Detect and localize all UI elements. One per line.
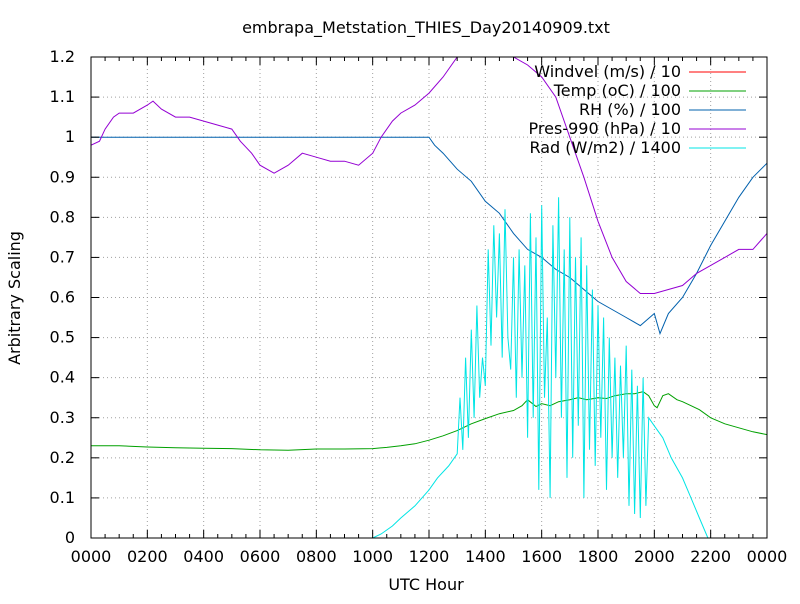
x-tick-label: 0400 [183,547,224,566]
y-tick-label: 0.8 [50,207,75,226]
legend-label: Windvel (m/s) / 10 [534,62,681,81]
legend-label: RH (%) / 100 [579,100,681,119]
series-group [91,57,767,538]
x-tick-label: 1000 [352,547,393,566]
y-tick-label: 0.5 [50,328,75,347]
y-tick-label: 0 [65,528,75,547]
grid [91,57,767,538]
legend-label: Temp (oC) / 100 [553,81,681,100]
legend-label: Rad (W/m2) / 1400 [529,138,681,157]
x-axis-label: UTC Hour [388,575,464,594]
y-tick-label: 1.1 [50,87,75,106]
x-tick-label: 1400 [465,547,506,566]
x-tick-label: 1800 [578,547,619,566]
y-tick-label: 0.9 [50,167,75,186]
y-tick-label: 0.6 [50,288,75,307]
y-tick-label: 1 [65,127,75,146]
series-line-3 [91,57,767,294]
y-tick-label: 0.4 [50,368,75,387]
x-tick-label: 0000 [71,547,112,566]
chart-title: embrapa_Metstation_THIES_Day20140909.txt [242,18,610,38]
y-tick-label: 1.2 [50,47,75,66]
x-tick-label: 1200 [409,547,450,566]
x-tick-label: 0000 [747,547,788,566]
y-tick-label: 0.3 [50,408,75,427]
y-tick-label: 0.7 [50,247,75,266]
y-tick-label: 0.1 [50,488,75,507]
x-tick-label: 1600 [521,547,562,566]
series-line-1 [91,391,767,451]
ticks: 0 0.1 0.2 0.3 0.4 0.5 0.6 0.7 0.8 0.9 1 1.1 1.2 0000 0… [50,47,788,566]
x-tick-label: 2000 [634,547,675,566]
y-axis-label: Arbitrary Scaling [5,231,24,365]
series-line-2 [91,136,767,336]
y-tick-label: 0.2 [50,448,75,467]
x-tick-label: 2200 [690,547,731,566]
x-tick-label: 0600 [240,547,281,566]
x-tick-label: 0200 [127,547,168,566]
series-line-4 [91,197,767,538]
x-tick-label: 0800 [296,547,337,566]
legend-label: Pres-990 (hPa) / 10 [529,119,681,138]
